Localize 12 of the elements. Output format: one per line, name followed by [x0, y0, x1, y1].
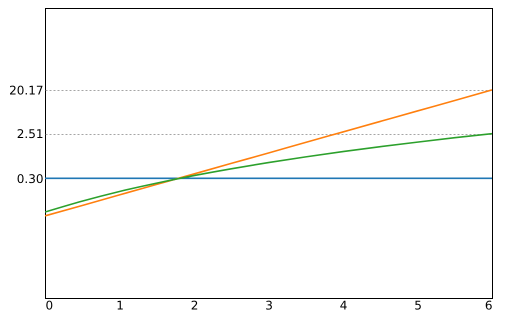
line-series: [45, 89, 492, 217]
line-series: [45, 132, 492, 213]
x-tick-label: 1: [116, 298, 124, 312]
y-tick-label: 20.17: [9, 83, 44, 98]
y-tick-label: 2.51: [16, 127, 44, 142]
x-tick-label: 2: [190, 298, 198, 312]
x-tick-label: 3: [265, 298, 273, 312]
x-tick-label: 6: [484, 298, 492, 312]
y-tick-label: 0.30: [16, 172, 44, 186]
x-tick-label: 5: [414, 298, 422, 312]
x-tick-label: 0: [46, 298, 54, 312]
x-tick-label: 4: [340, 298, 348, 312]
